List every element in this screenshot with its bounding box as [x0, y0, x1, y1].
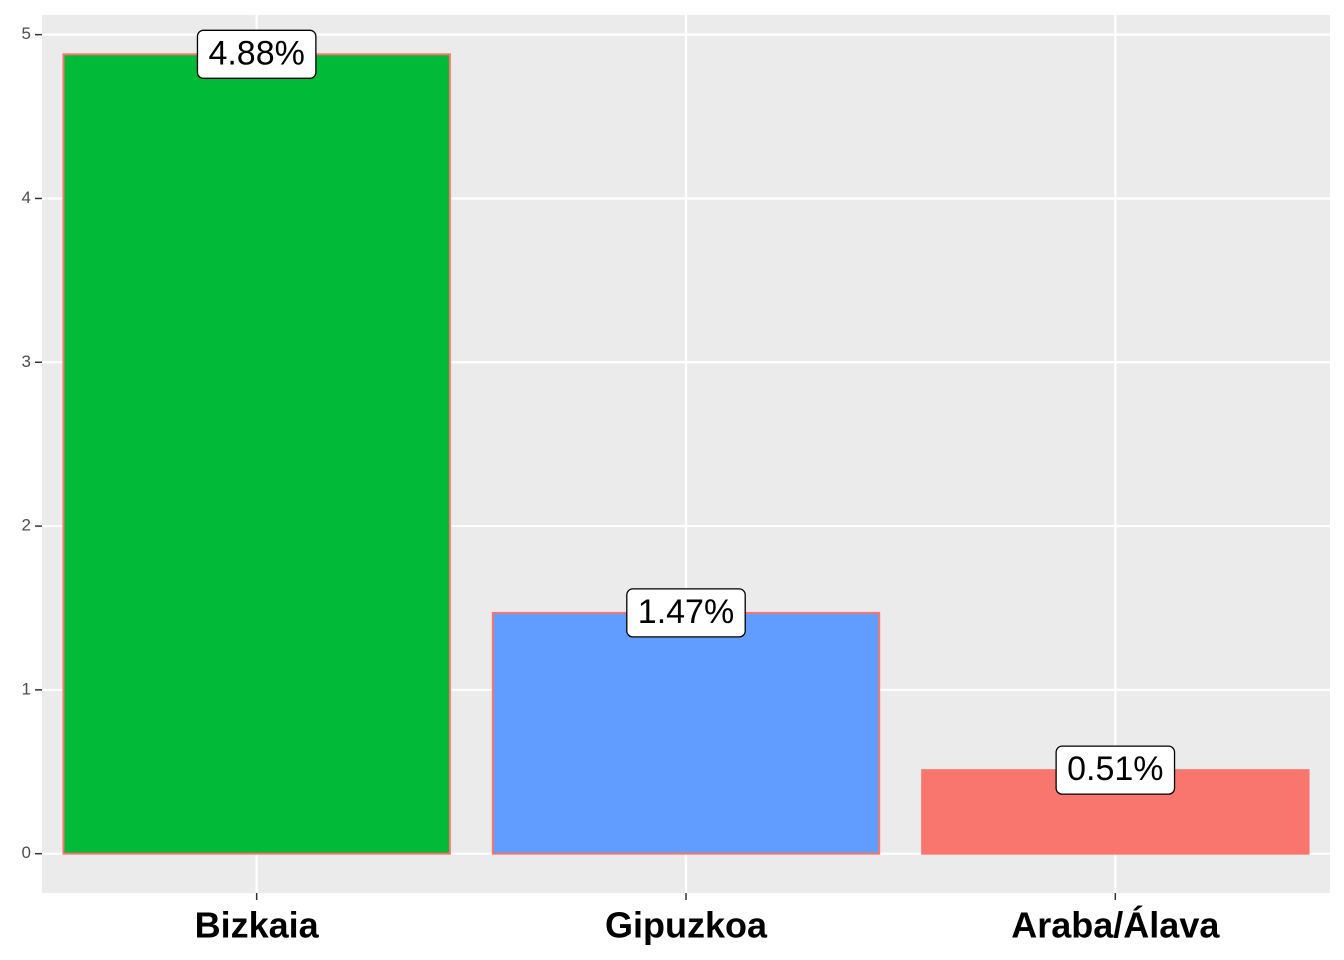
- y-tick-label: 4: [22, 188, 31, 207]
- bar: [491, 611, 881, 855]
- x-tick-label: Bizkaia: [195, 905, 320, 946]
- value-label-box: [1055, 745, 1176, 795]
- value-label: 0.51%: [1067, 750, 1163, 788]
- value-label: 4.88%: [208, 34, 304, 72]
- x-tick-label: Gipuzkoa: [605, 905, 768, 946]
- value-label: 1.47%: [638, 593, 734, 631]
- y-tick-label: 2: [22, 516, 31, 535]
- x-tick-label: Araba/Álava: [1011, 905, 1220, 946]
- y-tick-label: 1: [22, 679, 31, 698]
- y-tick-label: 5: [22, 24, 31, 43]
- bar: [62, 53, 451, 855]
- y-tick-label: 3: [22, 352, 31, 371]
- value-label-box: [626, 588, 746, 638]
- y-tick-label: 0: [22, 843, 31, 862]
- value-label-box: [196, 29, 317, 79]
